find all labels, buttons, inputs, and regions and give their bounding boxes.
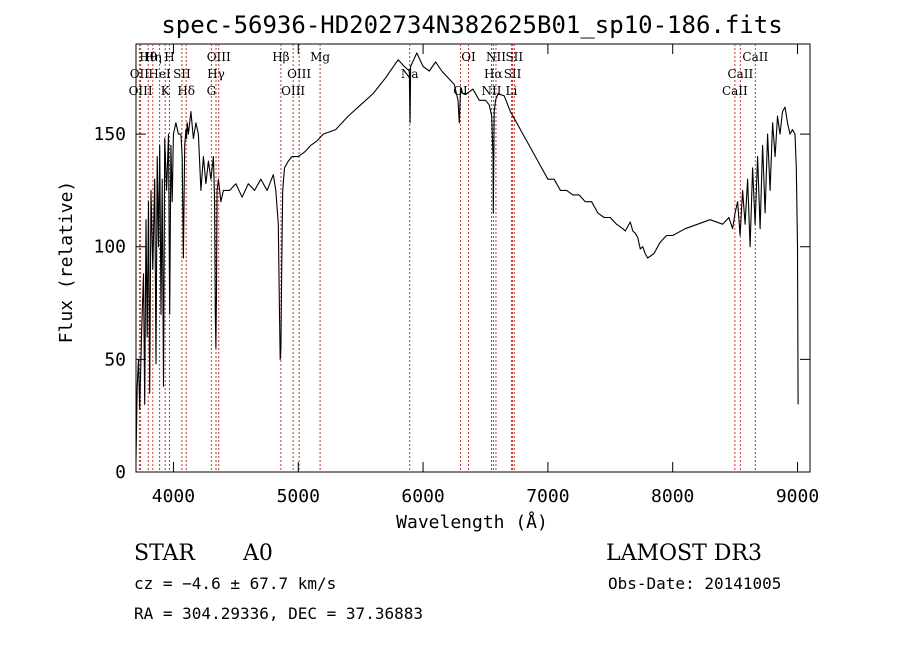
line-label: OIII bbox=[287, 67, 311, 81]
line-label: SII bbox=[504, 67, 522, 81]
x-tick-label: 4000 bbox=[152, 486, 195, 507]
line-label: OIII bbox=[281, 84, 305, 98]
plot-border bbox=[135, 43, 811, 473]
y-tick-label: 150 bbox=[93, 124, 126, 145]
spectrum-series bbox=[135, 52, 799, 461]
line-label: G bbox=[207, 84, 217, 98]
x-axis-label: Wavelength (Å) bbox=[396, 511, 548, 533]
x-tick-label: 7000 bbox=[526, 486, 569, 507]
line-label: Mg bbox=[310, 50, 330, 64]
line-label: CaII bbox=[742, 50, 768, 64]
line-label: Hβ bbox=[272, 50, 289, 64]
line-label: SII bbox=[505, 50, 523, 64]
y-axis-ticks: 0 50 100 150 bbox=[93, 124, 810, 483]
line-label: OII bbox=[130, 67, 150, 81]
line-label: Li bbox=[506, 84, 518, 98]
line-label: Hγ bbox=[207, 67, 225, 81]
object-class: STAR bbox=[134, 541, 196, 566]
plot-frame bbox=[135, 43, 811, 473]
line-label: Hη bbox=[144, 50, 162, 64]
line-label: Hθ bbox=[139, 50, 157, 64]
x-tick-label: 5000 bbox=[277, 486, 320, 507]
line-label: OIII bbox=[207, 50, 231, 64]
line-label: CaII bbox=[722, 84, 748, 98]
obs-date: Obs-Date: 20141005 bbox=[608, 574, 781, 593]
y-tick-label: 0 bbox=[115, 462, 126, 483]
line-label: HeI bbox=[148, 67, 171, 81]
x-tick-label: 6000 bbox=[401, 486, 444, 507]
chart-title: spec-56936-HD202734N382625B01_sp10-186.f… bbox=[161, 11, 782, 39]
line-label: K bbox=[161, 84, 171, 98]
x-axis-ticks: 4000 5000 6000 7000 8000 9000 bbox=[152, 44, 819, 507]
line-label: NII bbox=[481, 84, 501, 98]
x-tick-label: 8000 bbox=[651, 486, 694, 507]
line-label: Hα bbox=[484, 67, 503, 81]
object-subclass: A0 bbox=[242, 541, 273, 566]
ra-dec: RA = 304.29336, DEC = 37.36883 bbox=[134, 604, 423, 623]
line-labels: Hθ OII OIII Hη HeI K H SII Hδ OIII Hγ G Hβ OIII OIII Mg… bbox=[129, 50, 769, 98]
y-tick-label: 100 bbox=[93, 237, 126, 258]
line-label: SII bbox=[173, 67, 191, 81]
y-tick-label: 50 bbox=[104, 349, 126, 370]
line-label: NII bbox=[486, 50, 506, 64]
spectrum-line bbox=[135, 52, 799, 461]
line-label: OI bbox=[461, 50, 476, 64]
redshift-cz: cz = −4.6 ± 67.7 km/s bbox=[134, 574, 336, 593]
x-tick-label: 9000 bbox=[776, 486, 819, 507]
emission-lines bbox=[138, 44, 756, 472]
y-axis-label: Flux (relative) bbox=[56, 181, 77, 344]
line-label: Hδ bbox=[177, 84, 195, 98]
line-label: H bbox=[164, 50, 174, 64]
survey-name: LAMOST DR3 bbox=[606, 541, 762, 566]
line-label: OIII bbox=[129, 84, 153, 98]
line-label: CaII bbox=[727, 67, 753, 81]
